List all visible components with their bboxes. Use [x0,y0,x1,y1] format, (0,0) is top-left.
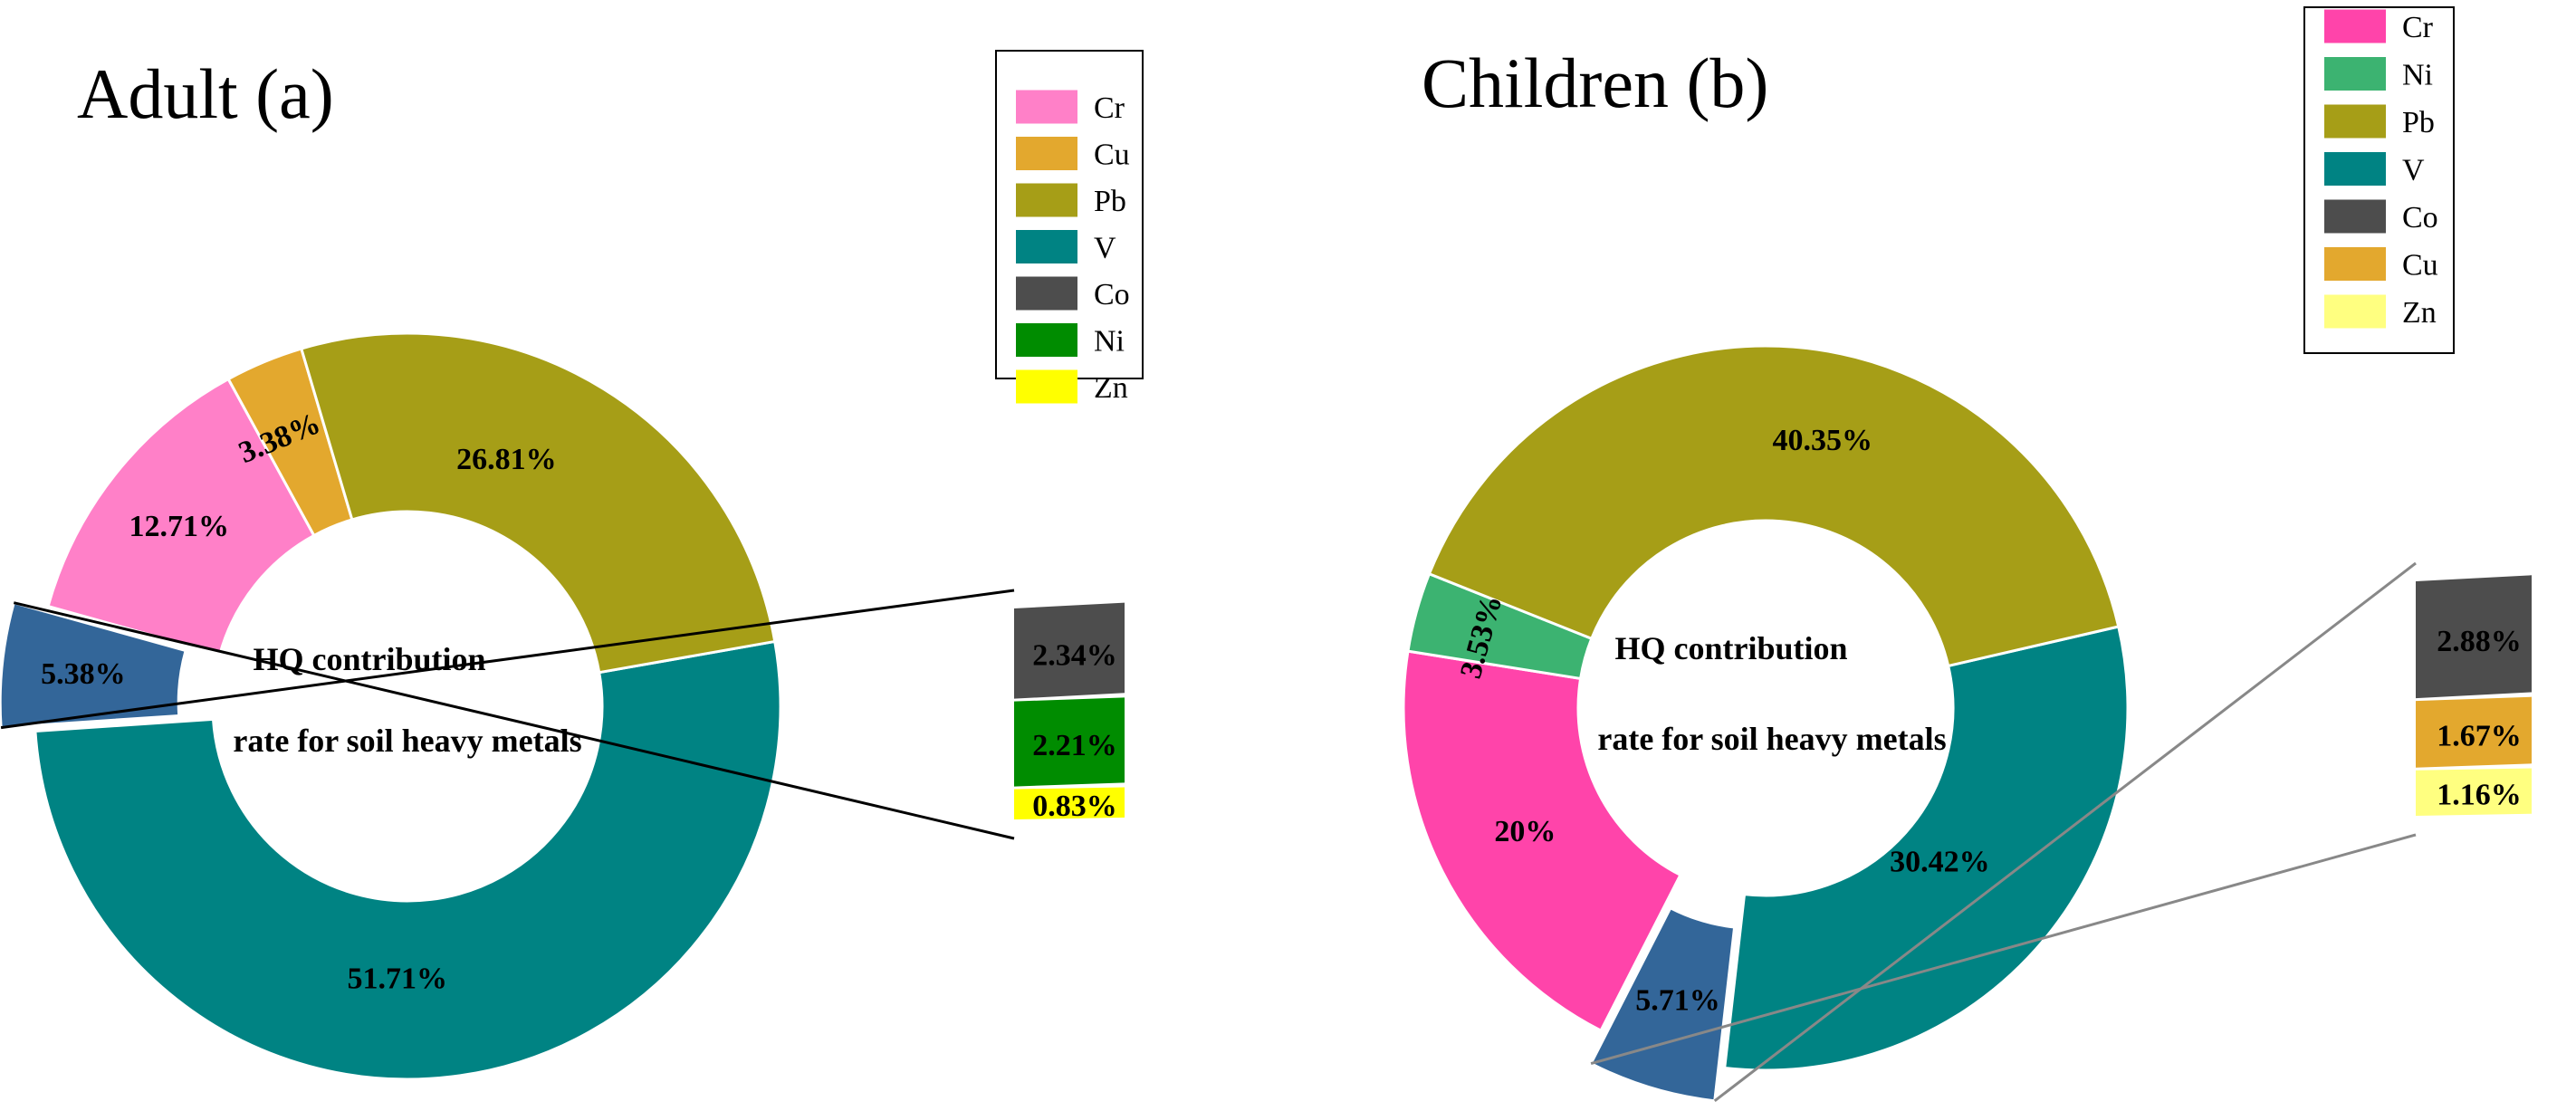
adult-breakdown-bar: 2.34% 2.21% 0.83% [1014,602,1125,823]
bar-segment-zn [1014,787,1125,819]
slice-label-other-co-cu-zn: 5.71% [1635,984,1720,1018]
bar-label-zn: 0.83% [1032,790,1117,823]
center-label-line2: rate for soil heavy metals [1597,721,1946,757]
center-label-line1: HQ contribution [1614,630,1847,666]
slice-label-pb: 40.35% [1772,424,1872,457]
connector-top [1713,561,2417,1103]
panel-title-children: Children (b) [1422,43,1768,122]
slice-pb [1427,344,2121,668]
bar-segment-ni [1014,697,1125,787]
slice-v [34,639,782,1081]
children-legend: Cr Ni Pb V Co Cu Zn [2303,6,2455,354]
bar-label-zn: 1.16% [2437,778,2522,811]
slice-label-cr: 20% [1494,815,1556,848]
legend-label-zn: Zn [1094,371,1128,405]
bar-label-cu: 1.67% [2437,719,2522,752]
legend-swatch-cr [2324,9,2386,43]
legend-swatch-v [2324,152,2386,186]
legend-label-ni: Ni [1094,325,1125,359]
legend-label-v: V [2402,154,2425,187]
legend-label-cu: Cu [2402,249,2438,283]
legend-swatch-co [1016,276,1077,311]
slice-label-cr: 12.71% [129,510,229,543]
bar-segment-cu [2416,696,2532,768]
slice-label-v: 51.71% [348,963,448,996]
legend-swatch-cu [1016,137,1077,170]
legend-swatch-co [2324,199,2386,234]
legend-swatch-zn [2324,294,2386,329]
slice-cr [46,377,316,656]
children-connector-lines [1590,561,2417,1103]
center-label-line1: HQ contribution [253,641,485,677]
legend-label-v: V [1094,232,1116,265]
adult-panel: Adult (a) 2.34% 2.21% 0.83% 51.71% 5.38% 12.… [0,50,1144,1081]
panel-title-adult: Adult (a) [77,54,334,133]
legend-label-pb: Pb [2402,106,2435,139]
legend-swatch-v [1016,230,1077,263]
legend-swatch-pb [1016,183,1077,217]
connector-bottom [13,601,1015,840]
legend-label-cu: Cu [1094,139,1130,172]
bar-segment-zn [2416,768,2532,817]
adult-donut [0,331,782,1081]
legend-swatch-zn [1016,369,1077,404]
bar-label-co: 2.34% [1032,638,1117,672]
adult-legend: Cr Cu Pb V Co Ni Zn [995,50,1144,405]
bar-segment-co [2416,575,2532,699]
legend-label-ni: Ni [2402,59,2433,92]
adult-connector-lines [0,589,1015,840]
legend-label-cr: Cr [1094,91,1125,125]
legend-label-cr: Cr [2402,11,2434,44]
bar-label-co: 2.88% [2437,625,2522,658]
slice-cr [1402,649,1682,1033]
center-label-line2: rate for soil heavy metals [233,723,581,759]
slice-label-pb: 26.81% [456,443,557,476]
connector-top [0,589,1015,730]
children-breakdown-bar: 2.88% 1.67% 1.16% [2416,575,2532,817]
children-donut [1402,344,2130,1103]
legend-swatch-ni [2324,57,2386,91]
legend-swatch-pb [2324,104,2386,139]
slice-other-co-ni-zn [0,600,187,730]
legend-label-zn: Zn [2402,296,2437,330]
slice-label-other-co-ni-zn: 5.38% [41,657,126,691]
legend-label-pb: Pb [1094,185,1126,218]
slice-label-v: 30.42% [1890,845,1990,878]
bar-segment-co [1014,602,1125,699]
slice-v [1723,625,2130,1072]
legend-swatch-cu [2324,247,2386,281]
children-panel: Children (b) 2.88% 1.67% 1.16% 30.42% 5.71%… [1402,6,2532,1103]
legend-swatch-cr [1016,90,1077,124]
legend-label-co: Co [2402,201,2438,235]
bar-label-ni: 2.21% [1032,729,1117,762]
connector-bottom [1590,833,2417,1066]
slice-pb [299,331,777,675]
legend-label-co: Co [1094,278,1130,311]
legend-swatch-ni [1016,323,1077,357]
